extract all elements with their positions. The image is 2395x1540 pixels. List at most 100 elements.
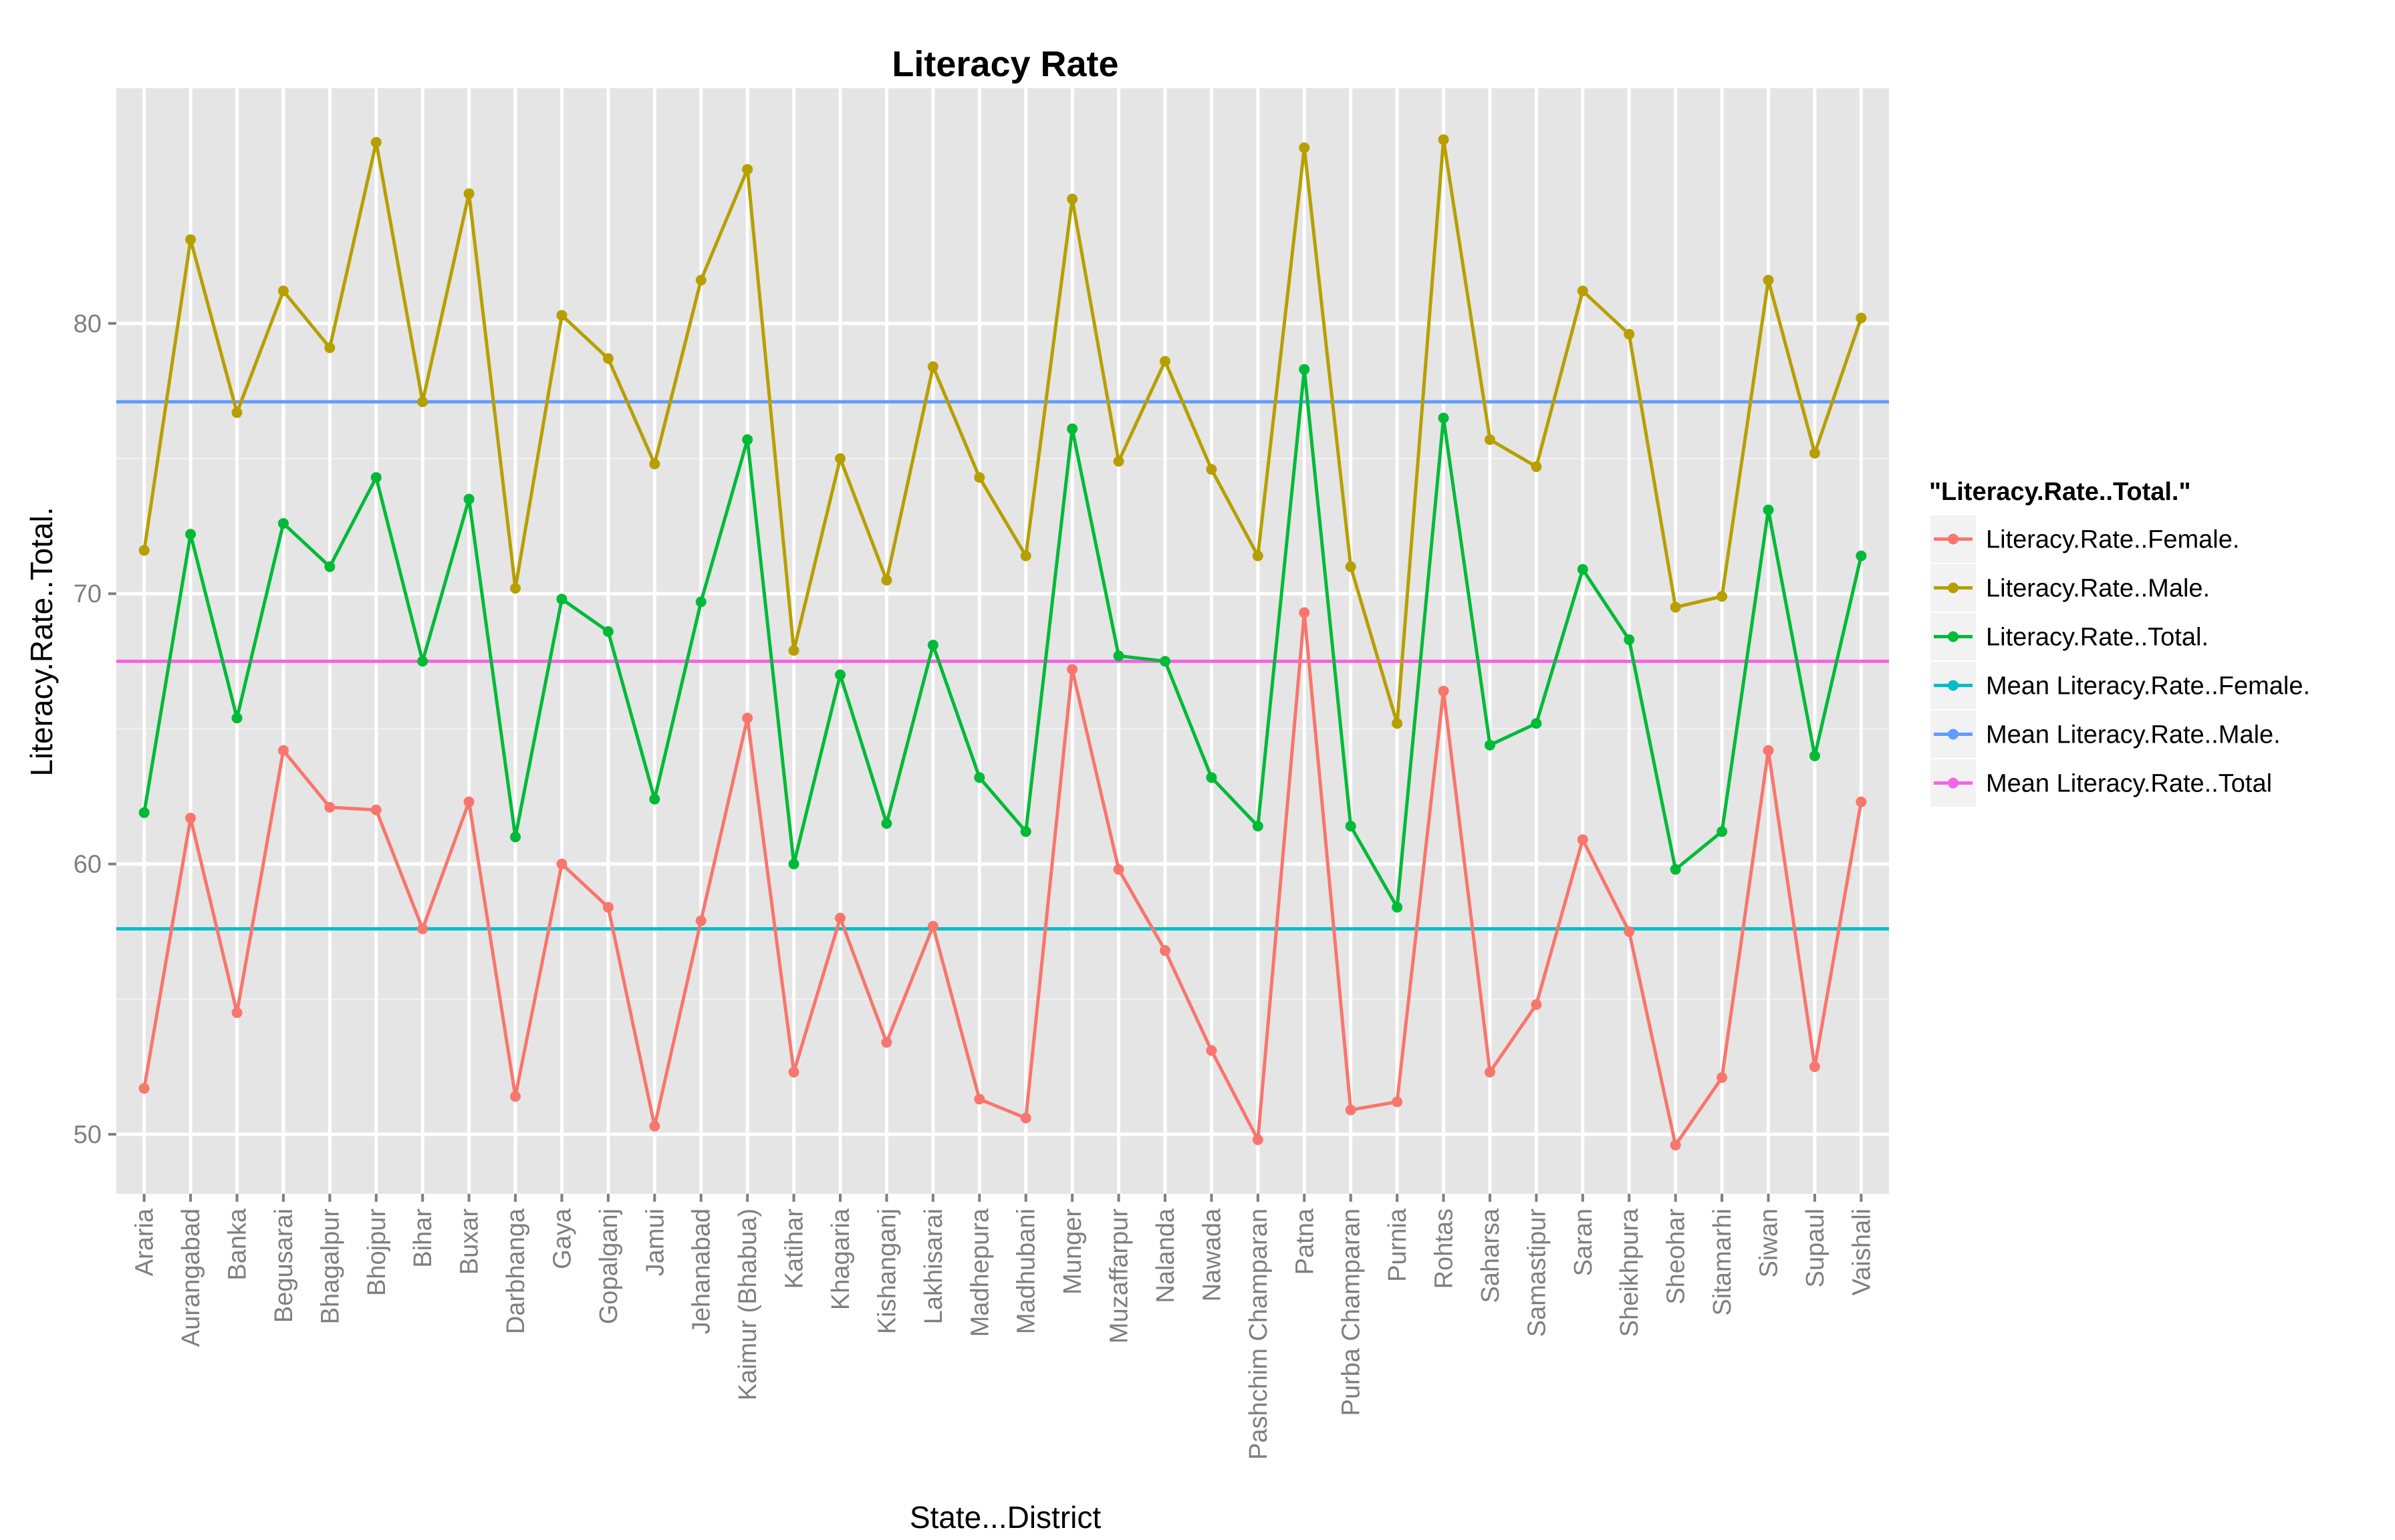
data-point (417, 656, 428, 667)
data-point (1020, 826, 1031, 838)
data-point (927, 361, 938, 372)
legend-title: "Literacy.Rate..Total." (1929, 478, 2191, 506)
data-point (974, 772, 985, 783)
data-point (1345, 561, 1356, 572)
data-point (1299, 142, 1310, 153)
y-tick-label: 60 (74, 851, 102, 879)
data-point (277, 285, 289, 297)
x-tick-label: Buxar (456, 1208, 484, 1275)
legend-item: Mean Literacy.Rate..Total (1929, 758, 2272, 808)
data-point (1717, 826, 1728, 838)
data-point (1067, 664, 1078, 675)
data-point (881, 817, 892, 829)
x-tick-label: Purba Champaran (1338, 1208, 1366, 1416)
data-point (510, 583, 521, 594)
x-tick-label: Begusarai (270, 1208, 298, 1323)
data-point (835, 669, 846, 680)
x-tick-label: Vaishali (1848, 1208, 1876, 1295)
data-point (1113, 864, 1124, 875)
data-point (835, 912, 846, 924)
data-point (602, 626, 614, 637)
y-tick-label: 50 (74, 1121, 102, 1149)
x-tick-label: Purnia (1384, 1208, 1412, 1282)
data-point (742, 713, 753, 724)
legend-swatch-point (1948, 729, 1959, 740)
series-literacy-rate-male (138, 134, 1867, 729)
x-tick-label: Kishanganj (873, 1208, 901, 1334)
data-point (1206, 772, 1217, 783)
x-tick-label: Lakhisarai (920, 1208, 948, 1324)
data-point (1624, 634, 1635, 645)
data-point (695, 275, 707, 286)
x-tick-label: Supaul (1801, 1208, 1830, 1287)
data-point (556, 858, 568, 870)
data-point (835, 453, 846, 465)
x-tick-label: Saharsa (1477, 1208, 1505, 1303)
data-point (417, 923, 428, 934)
legend-label: Literacy.Rate..Female. (1986, 526, 2239, 554)
data-point (1531, 718, 1542, 729)
data-point (1159, 656, 1170, 667)
data-point (1670, 864, 1681, 875)
data-point (1020, 1112, 1031, 1124)
data-point (1809, 447, 1820, 459)
data-point (1484, 434, 1495, 445)
legend-item: Literacy.Rate..Female. (1929, 514, 2239, 564)
data-point (1438, 685, 1449, 696)
data-point (185, 234, 197, 245)
x-tick-label: Gaya (549, 1208, 577, 1269)
data-point (1531, 461, 1542, 473)
data-point (1856, 312, 1867, 324)
data-point (1252, 1134, 1263, 1146)
x-tick-label: Madhubani (1013, 1208, 1041, 1334)
series-line (142, 138, 1863, 725)
data-point (1345, 821, 1356, 832)
legend-label: Literacy.Rate..Total. (1986, 624, 2209, 652)
data-point (1299, 364, 1310, 375)
data-point (1438, 412, 1449, 424)
data-point (324, 801, 336, 813)
data-point (185, 812, 197, 823)
data-point (927, 920, 938, 932)
data-point (370, 804, 382, 815)
data-point (1856, 550, 1867, 561)
legend-swatch-point (1948, 680, 1959, 691)
x-tick-label: Sheohar (1662, 1208, 1690, 1305)
data-point (695, 915, 707, 926)
data-point (1624, 926, 1635, 937)
data-point (974, 472, 985, 483)
data-point (1717, 1072, 1728, 1083)
legend-swatch-point (1948, 777, 1959, 789)
x-tick-label: Saran (1569, 1208, 1598, 1276)
x-tick-label: Samastipur (1523, 1208, 1551, 1337)
data-point (1577, 563, 1588, 575)
data-point (788, 645, 799, 656)
series-lines (138, 134, 1867, 1151)
legend-label: Literacy.Rate..Male. (1986, 575, 2210, 603)
data-point (1159, 945, 1170, 956)
x-tick-label: Katihar (781, 1208, 809, 1289)
legend-swatch-point (1948, 533, 1959, 545)
data-point (231, 407, 243, 418)
x-tick-label: Muzaffarpur (1106, 1208, 1134, 1343)
data-point (1531, 999, 1542, 1010)
x-tick-label: Jehanabad (688, 1208, 716, 1334)
data-point (649, 1120, 660, 1132)
data-point (1484, 739, 1495, 751)
series-literacy-rate-female (138, 607, 1867, 1151)
x-tick-label: Nawada (1198, 1208, 1226, 1301)
data-point (1763, 275, 1774, 286)
legend-label: Mean Literacy.Rate..Male. (1986, 721, 2281, 749)
data-point (1670, 602, 1681, 613)
mean-lines (116, 400, 1889, 931)
axes: 50 60 70 80 Araria Aurangabad Banka Begusarai Bh… (74, 310, 1876, 1460)
legend-item: Literacy.Rate..Total. (1929, 612, 2209, 662)
data-point (370, 472, 382, 483)
data-point (649, 459, 660, 470)
data-point (742, 434, 753, 445)
data-point (1484, 1067, 1495, 1078)
data-point (881, 575, 892, 586)
x-tick-label: Sheikhpura (1616, 1208, 1644, 1337)
data-point (138, 545, 150, 556)
